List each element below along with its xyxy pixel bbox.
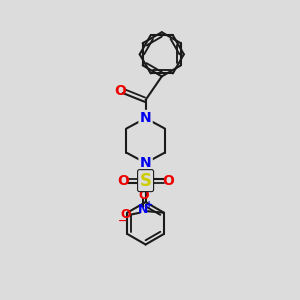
Text: N: N bbox=[140, 111, 152, 125]
Text: O: O bbox=[162, 174, 174, 188]
Text: O: O bbox=[138, 188, 148, 202]
Text: O: O bbox=[120, 208, 131, 221]
Text: +: + bbox=[145, 200, 153, 210]
Text: N: N bbox=[138, 203, 148, 216]
Text: N: N bbox=[140, 111, 152, 125]
Text: O: O bbox=[117, 174, 129, 188]
Text: −: − bbox=[118, 216, 128, 226]
Text: N: N bbox=[140, 156, 152, 170]
Text: O: O bbox=[114, 84, 126, 98]
Text: S: S bbox=[140, 172, 152, 190]
